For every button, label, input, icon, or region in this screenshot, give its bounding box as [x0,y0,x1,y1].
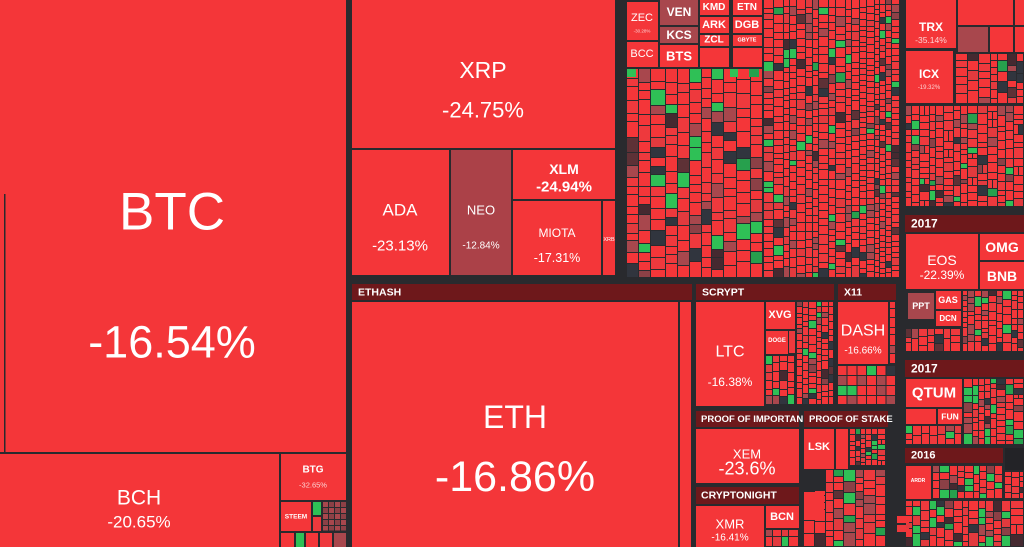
svg-text:BTG: BTG [302,465,323,476]
svg-text:ETHASH: ETHASH [358,287,401,299]
svg-text:EOS: EOS [927,252,957,268]
svg-text:BTS: BTS [666,49,692,64]
svg-text:-12.84%: -12.84% [462,241,499,252]
svg-text:XLM: XLM [549,161,579,177]
svg-text:-35.14%: -35.14% [915,35,947,45]
svg-text:PPT: PPT [912,301,930,311]
svg-text:-16.38%: -16.38% [708,375,753,389]
svg-text:-16.66%: -16.66% [844,346,881,357]
svg-text:-16.54%: -16.54% [88,317,256,368]
svg-text:GAS: GAS [938,295,958,305]
svg-text:ARK: ARK [702,19,726,31]
svg-text:BCC: BCC [630,48,653,60]
svg-text:QTUM: QTUM [912,385,956,402]
svg-text:DASH: DASH [841,323,885,340]
svg-text:-20.65%: -20.65% [107,513,170,532]
svg-text:STEEM: STEEM [285,514,307,521]
svg-text:BTC: BTC [119,183,225,242]
svg-text:BCN: BCN [770,511,794,523]
svg-text:XRP: XRP [459,57,506,83]
svg-text:GBYTE: GBYTE [738,38,757,44]
svg-text:-17.31%: -17.31% [534,251,581,265]
svg-text:-30.28%: -30.28% [634,29,651,34]
svg-text:-24.75%: -24.75% [442,98,524,123]
svg-text:XMR: XMR [716,517,745,532]
svg-text:ETN: ETN [737,2,757,13]
svg-text:BCH: BCH [117,487,161,510]
svg-text:ETH: ETH [483,399,547,435]
svg-text:LSK: LSK [808,441,830,453]
svg-text:ZCL: ZCL [704,35,723,46]
svg-text:-24.94%: -24.94% [536,179,592,196]
svg-text:ZEC: ZEC [631,12,653,24]
svg-text:DCN: DCN [939,314,957,323]
svg-text:PROOF OF IMPORTAN: PROOF OF IMPORTAN [701,414,803,425]
svg-text:NEO: NEO [467,203,495,218]
svg-text:DOGE: DOGE [768,338,786,344]
svg-text:-22.39%: -22.39% [920,268,965,282]
svg-text:XEM: XEM [733,447,761,462]
svg-text:LTC: LTC [715,344,744,361]
svg-text:-19.32%: -19.32% [918,85,941,91]
svg-text:OMG: OMG [985,239,1019,255]
svg-text:-16.86%: -16.86% [435,453,595,501]
svg-text:PROOF OF STAKE: PROOF OF STAKE [809,414,893,425]
svg-text:XVG: XVG [768,309,791,321]
svg-text:2017: 2017 [911,362,938,376]
svg-text:MIOTA: MIOTA [538,226,575,240]
svg-text:CRYPTONIGHT: CRYPTONIGHT [701,490,777,502]
svg-text:2017: 2017 [911,217,938,231]
svg-text:KCS: KCS [666,28,691,42]
svg-text:KMD: KMD [703,2,726,13]
svg-text:ARDR: ARDR [911,478,926,484]
svg-text:SCRYPT: SCRYPT [702,287,745,299]
svg-text:-23.13%: -23.13% [372,238,428,255]
svg-text:-32.65%: -32.65% [299,481,327,490]
svg-text:BNB: BNB [987,268,1017,284]
svg-text:2016: 2016 [911,450,935,462]
svg-text:VEN: VEN [667,5,692,19]
svg-text:ADA: ADA [383,201,419,220]
svg-text:DGB: DGB [735,19,760,31]
svg-text:-23.6%: -23.6% [718,459,775,479]
svg-text:TRX: TRX [919,20,943,34]
svg-text:-16.41%: -16.41% [711,533,748,544]
svg-text:FUN: FUN [941,412,958,422]
svg-text:XRB: XRB [603,237,615,243]
svg-text:ICX: ICX [919,67,939,81]
svg-text:X11: X11 [844,287,862,299]
